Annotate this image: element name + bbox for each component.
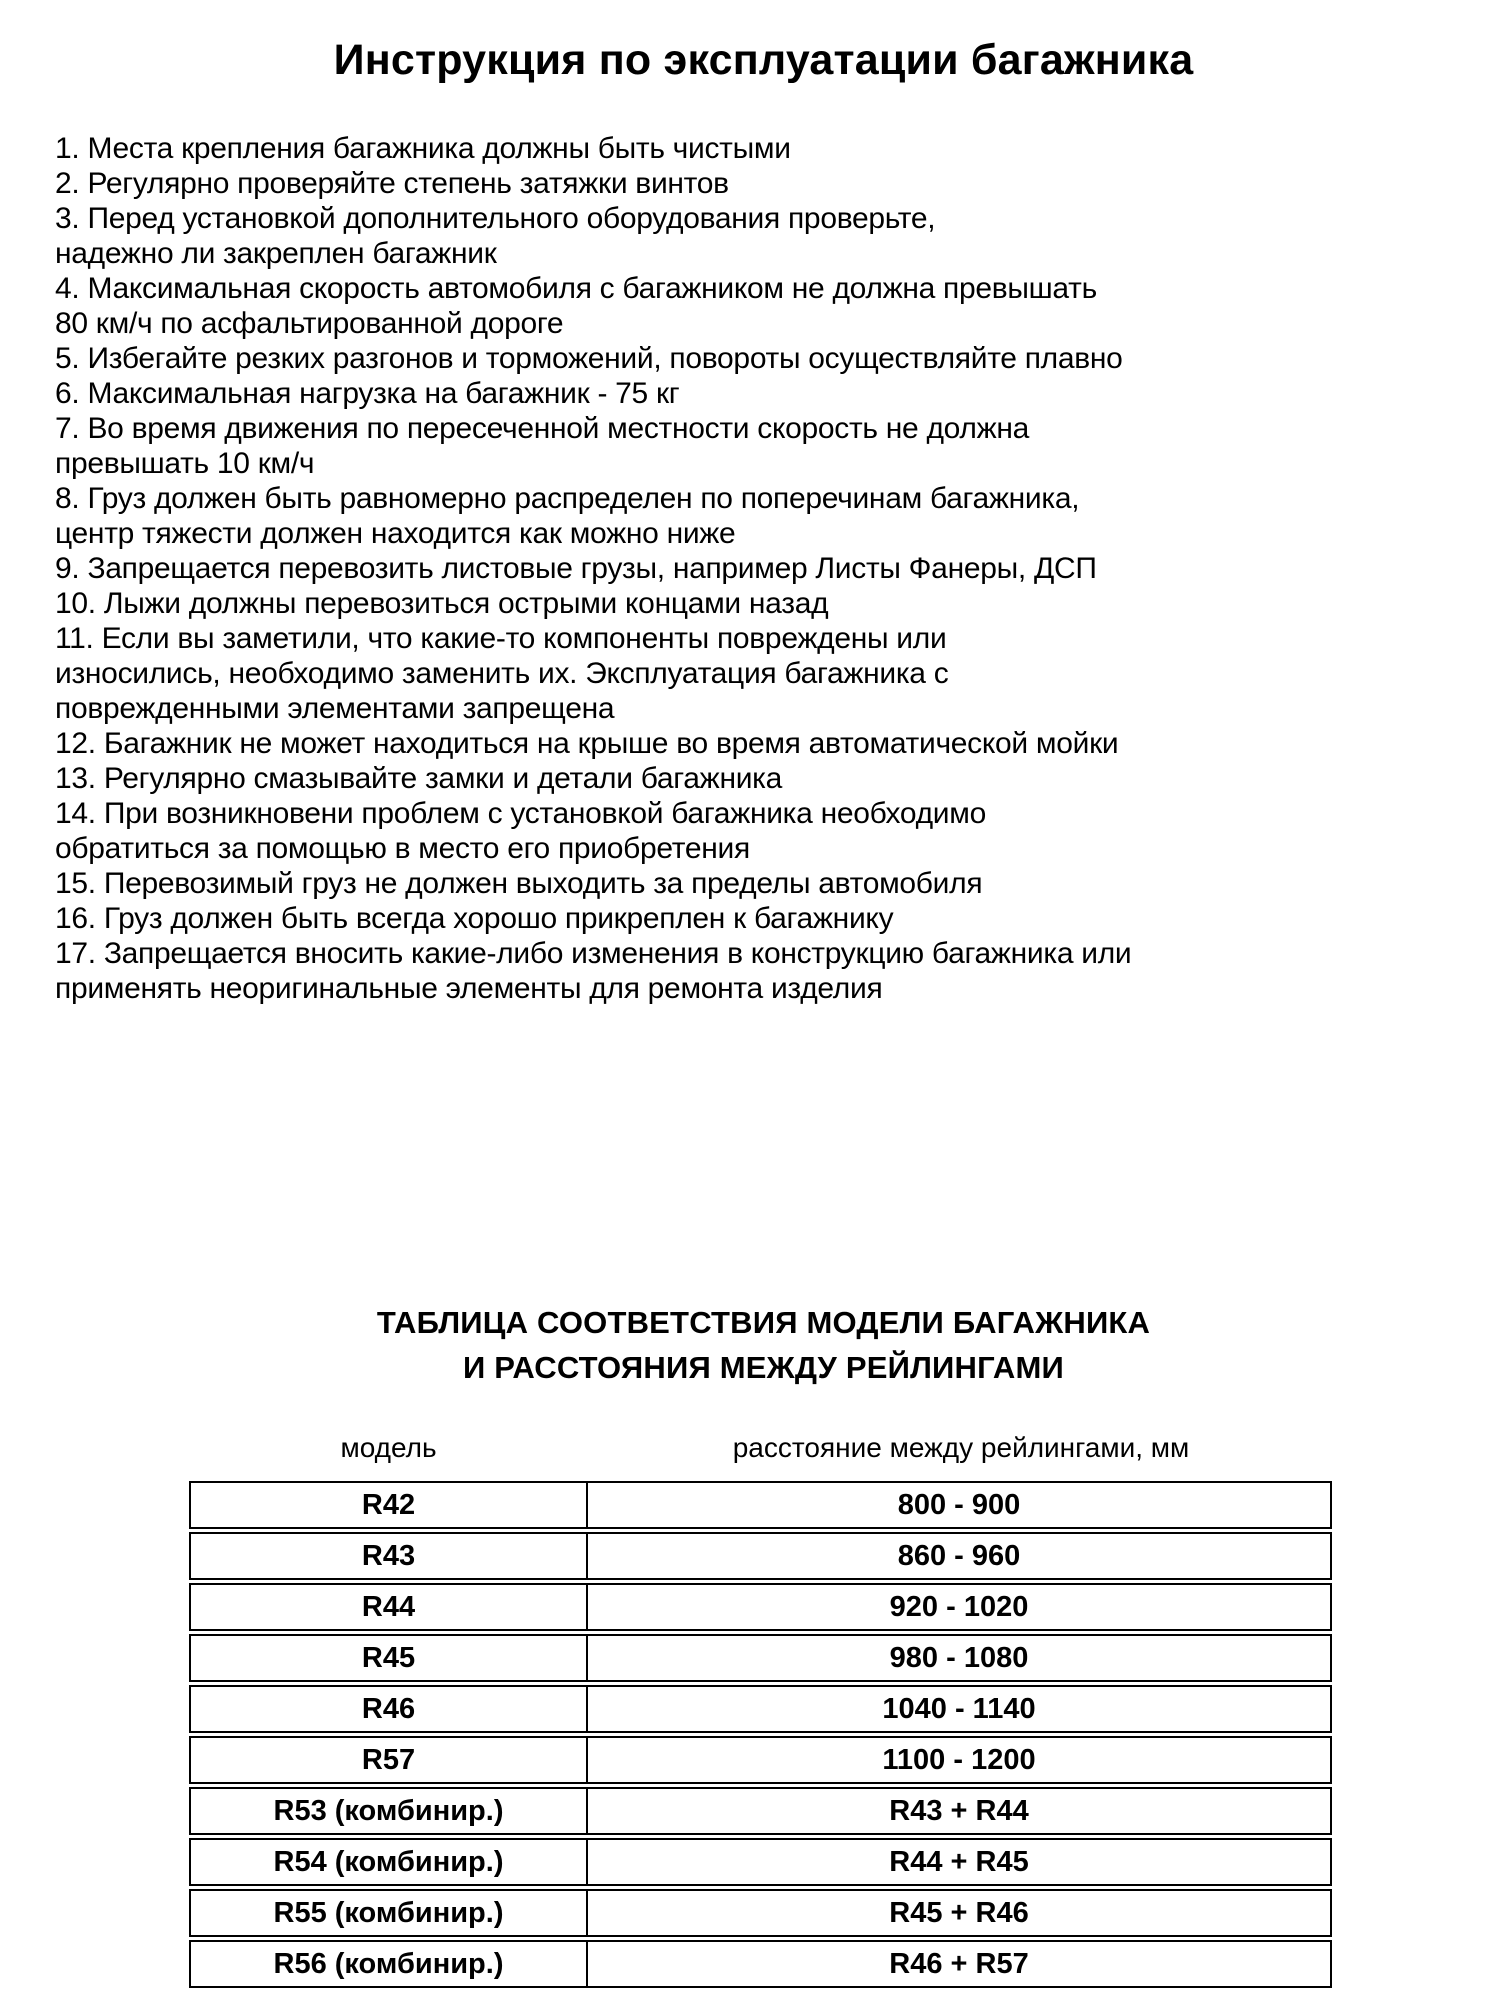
table-row: R43 860 - 960 bbox=[189, 1532, 1332, 1580]
model-cell: R42 bbox=[189, 1481, 587, 1529]
instruction-item: 9. Запрещается перевозить листовые грузы… bbox=[55, 551, 1472, 586]
instruction-line: 9. Запрещается перевозить листовые грузы… bbox=[55, 552, 1097, 585]
instruction-item: 16. Груз должен быть всегда хорошо прикр… bbox=[55, 901, 1472, 936]
instruction-line: 13. Регулярно смазывайте замки и детали … bbox=[55, 762, 783, 795]
instruction-item: 4. Максимальная скорость автомобиля с ба… bbox=[55, 271, 1472, 341]
distance-cell: 1100 - 1200 bbox=[587, 1736, 1332, 1784]
instruction-item: 1. Места крепления багажника должны быть… bbox=[55, 131, 1472, 166]
instruction-item: 2. Регулярно проверяйте степень затяжки … bbox=[55, 166, 1472, 201]
instruction-line: 7. Во время движения по пересеченной мес… bbox=[55, 412, 1030, 445]
distance-cell: R43 + R44 bbox=[587, 1787, 1332, 1835]
instruction-line: 6. Максимальная нагрузка на багажник - 7… bbox=[55, 377, 680, 410]
model-cell: R56 (комбинир.) bbox=[189, 1940, 587, 1988]
instruction-line: 1. Места крепления багажника должны быть… bbox=[55, 132, 791, 165]
instruction-item: 15. Перевозимый груз не должен выходить … bbox=[55, 866, 1472, 901]
distance-cell: 980 - 1080 bbox=[587, 1634, 1332, 1682]
instruction-item: 14. При возникновени проблем с установко… bbox=[55, 796, 1472, 866]
instruction-line: 2. Регулярно проверяйте степень затяжки … bbox=[55, 167, 729, 200]
instruction-line: износились, необходимо заменить их. Эксп… bbox=[55, 657, 949, 690]
instruction-line: 10. Лыжи должны перевозиться острыми кон… bbox=[55, 587, 829, 620]
instruction-line: 15. Перевозимый груз не должен выходить … bbox=[55, 867, 983, 900]
instruction-line: обратиться за помощью в место его приобр… bbox=[55, 832, 750, 865]
table-heading-line: И РАССТОЯНИЯ МЕЖДУ РЕЙЛИНГАМИ bbox=[462, 1350, 1065, 1385]
table-section-heading: ТАБЛИЦА СООТВЕТСТВИЯ МОДЕЛИ БАГАЖНИКА И Р… bbox=[55, 1300, 1472, 1390]
model-cell: R54 (комбинир.) bbox=[189, 1838, 587, 1886]
table-row: R44 920 - 1020 bbox=[189, 1583, 1332, 1631]
instruction-line: 14. При возникновени проблем с установко… bbox=[55, 797, 986, 830]
distance-cell: 920 - 1020 bbox=[587, 1583, 1332, 1631]
distance-cell: R45 + R46 bbox=[587, 1889, 1332, 1937]
table-row: R53 (комбинир.) R43 + R44 bbox=[189, 1787, 1332, 1835]
instruction-line: надежно ли закреплен багажник bbox=[55, 237, 497, 270]
distance-cell: 1040 - 1140 bbox=[587, 1685, 1332, 1733]
instruction-item: 8. Груз должен быть равномерно распредел… bbox=[55, 481, 1472, 551]
model-cell: R44 bbox=[189, 1583, 587, 1631]
page-title: Инструкция по эксплуатации багажника bbox=[333, 36, 1194, 84]
column-label-model: модель bbox=[340, 1432, 437, 1463]
instruction-line: 17. Запрещается вносить какие-либо измен… bbox=[55, 937, 1132, 970]
instruction-item: 7. Во время движения по пересеченной мес… bbox=[55, 411, 1472, 481]
table-column-labels: модель расстояние между рейлингами, мм bbox=[189, 1432, 1472, 1464]
instruction-line: центр тяжести должен находится как можно… bbox=[55, 517, 736, 550]
instruction-line: применять неоригинальные элементы для ре… bbox=[55, 972, 883, 1005]
model-cell: R57 bbox=[189, 1736, 587, 1784]
instruction-line: 12. Багажник не может находиться на крыш… bbox=[55, 727, 1119, 760]
instruction-line: 8. Груз должен быть равномерно распредел… bbox=[55, 482, 1080, 515]
instruction-line: превышать 10 км/ч bbox=[55, 447, 315, 480]
instruction-line: 16. Груз должен быть всегда хорошо прикр… bbox=[55, 902, 894, 935]
instruction-line: поврежденными элементами запрещена bbox=[55, 692, 615, 725]
table-row: R54 (комбинир.) R44 + R45 bbox=[189, 1838, 1332, 1886]
instruction-item: 3. Перед установкой дополнительного обор… bbox=[55, 201, 1472, 271]
instruction-item: 13. Регулярно смазывайте замки и детали … bbox=[55, 761, 1472, 796]
table-row: R55 (комбинир.) R45 + R46 bbox=[189, 1889, 1332, 1937]
distance-cell: 860 - 960 bbox=[587, 1532, 1332, 1580]
table-row: R57 1100 - 1200 bbox=[189, 1736, 1332, 1784]
distance-cell: R44 + R45 bbox=[587, 1838, 1332, 1886]
model-cell: R46 bbox=[189, 1685, 587, 1733]
instruction-item: 12. Багажник не может находиться на крыш… bbox=[55, 726, 1472, 761]
instruction-item: 5. Избегайте резких разгонов и торможени… bbox=[55, 341, 1472, 376]
instruction-item: 10. Лыжи должны перевозиться острыми кон… bbox=[55, 586, 1472, 621]
model-distance-table: R42 800 - 900 R43 860 - 960 R44 920 - 1020 R45… bbox=[189, 1478, 1332, 1991]
instruction-item: 17. Запрещается вносить какие-либо измен… bbox=[55, 936, 1472, 1006]
column-label-distance: расстояние между рейлингами, мм bbox=[732, 1432, 1190, 1463]
table-heading-line: ТАБЛИЦА СООТВЕТСТВИЯ МОДЕЛИ БАГАЖНИКА bbox=[376, 1305, 1151, 1340]
instruction-item: 6. Максимальная нагрузка на багажник - 7… bbox=[55, 376, 1472, 411]
table-row: R56 (комбинир.) R46 + R57 bbox=[189, 1940, 1332, 1988]
instruction-item: 11. Если вы заметили, что какие-то компо… bbox=[55, 621, 1472, 726]
table-row: R46 1040 - 1140 bbox=[189, 1685, 1332, 1733]
instructions-list: 1. Места крепления багажника должны быть… bbox=[55, 131, 1472, 1006]
instruction-line: 4. Максимальная скорость автомобиля с ба… bbox=[55, 272, 1097, 305]
model-cell: R43 bbox=[189, 1532, 587, 1580]
instruction-line: 3. Перед установкой дополнительного обор… bbox=[55, 202, 936, 235]
instruction-line: 80 км/ч по асфальтированной дороге bbox=[55, 307, 564, 340]
instruction-line: 11. Если вы заметили, что какие-то компо… bbox=[55, 622, 947, 655]
model-cell: R55 (комбинир.) bbox=[189, 1889, 587, 1937]
table-row: R45 980 - 1080 bbox=[189, 1634, 1332, 1682]
distance-cell: R46 + R57 bbox=[587, 1940, 1332, 1988]
instruction-line: 5. Избегайте резких разгонов и торможени… bbox=[55, 342, 1123, 375]
distance-cell: 800 - 900 bbox=[587, 1481, 1332, 1529]
model-cell: R53 (комбинир.) bbox=[189, 1787, 587, 1835]
table-row: R42 800 - 900 bbox=[189, 1481, 1332, 1529]
model-cell: R45 bbox=[189, 1634, 587, 1682]
